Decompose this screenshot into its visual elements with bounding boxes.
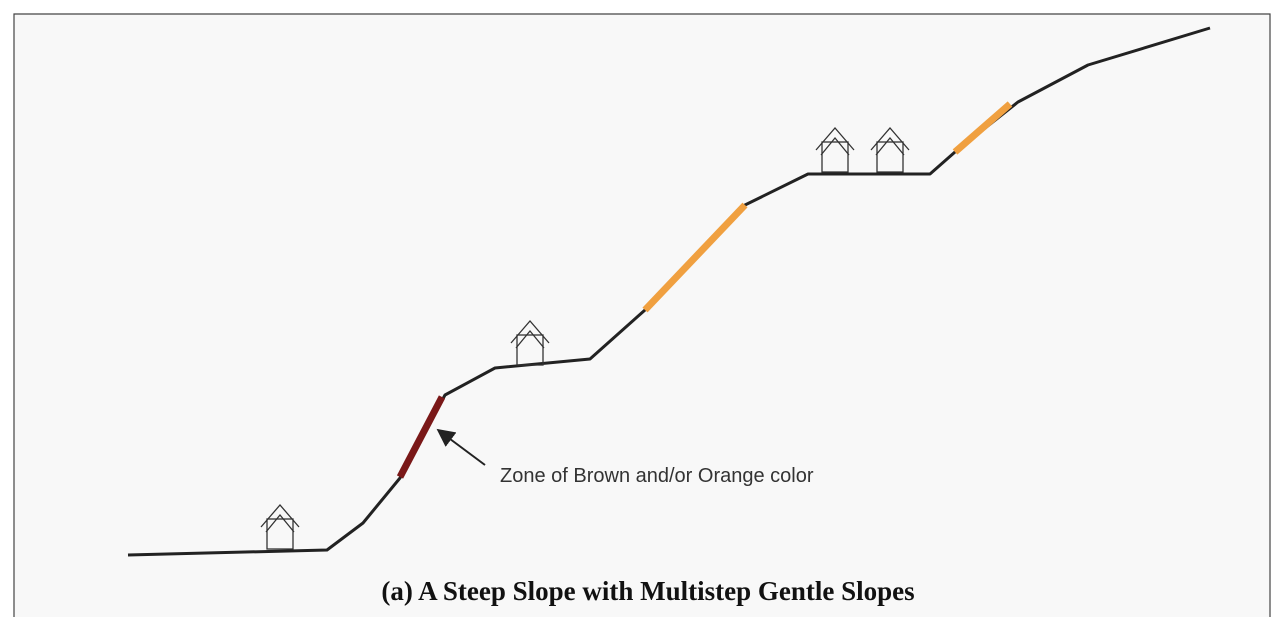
- frame: [13, 13, 1271, 617]
- arrow: [436, 428, 486, 466]
- orange-zone: [642, 202, 748, 313]
- annotation: Zone of Brown and/or Orange color: [500, 465, 814, 487]
- orange-zone: [952, 101, 1013, 155]
- caption: (a) A Steep Slope with Multistep Gentle …: [381, 576, 914, 606]
- brown-zone: [396, 395, 446, 479]
